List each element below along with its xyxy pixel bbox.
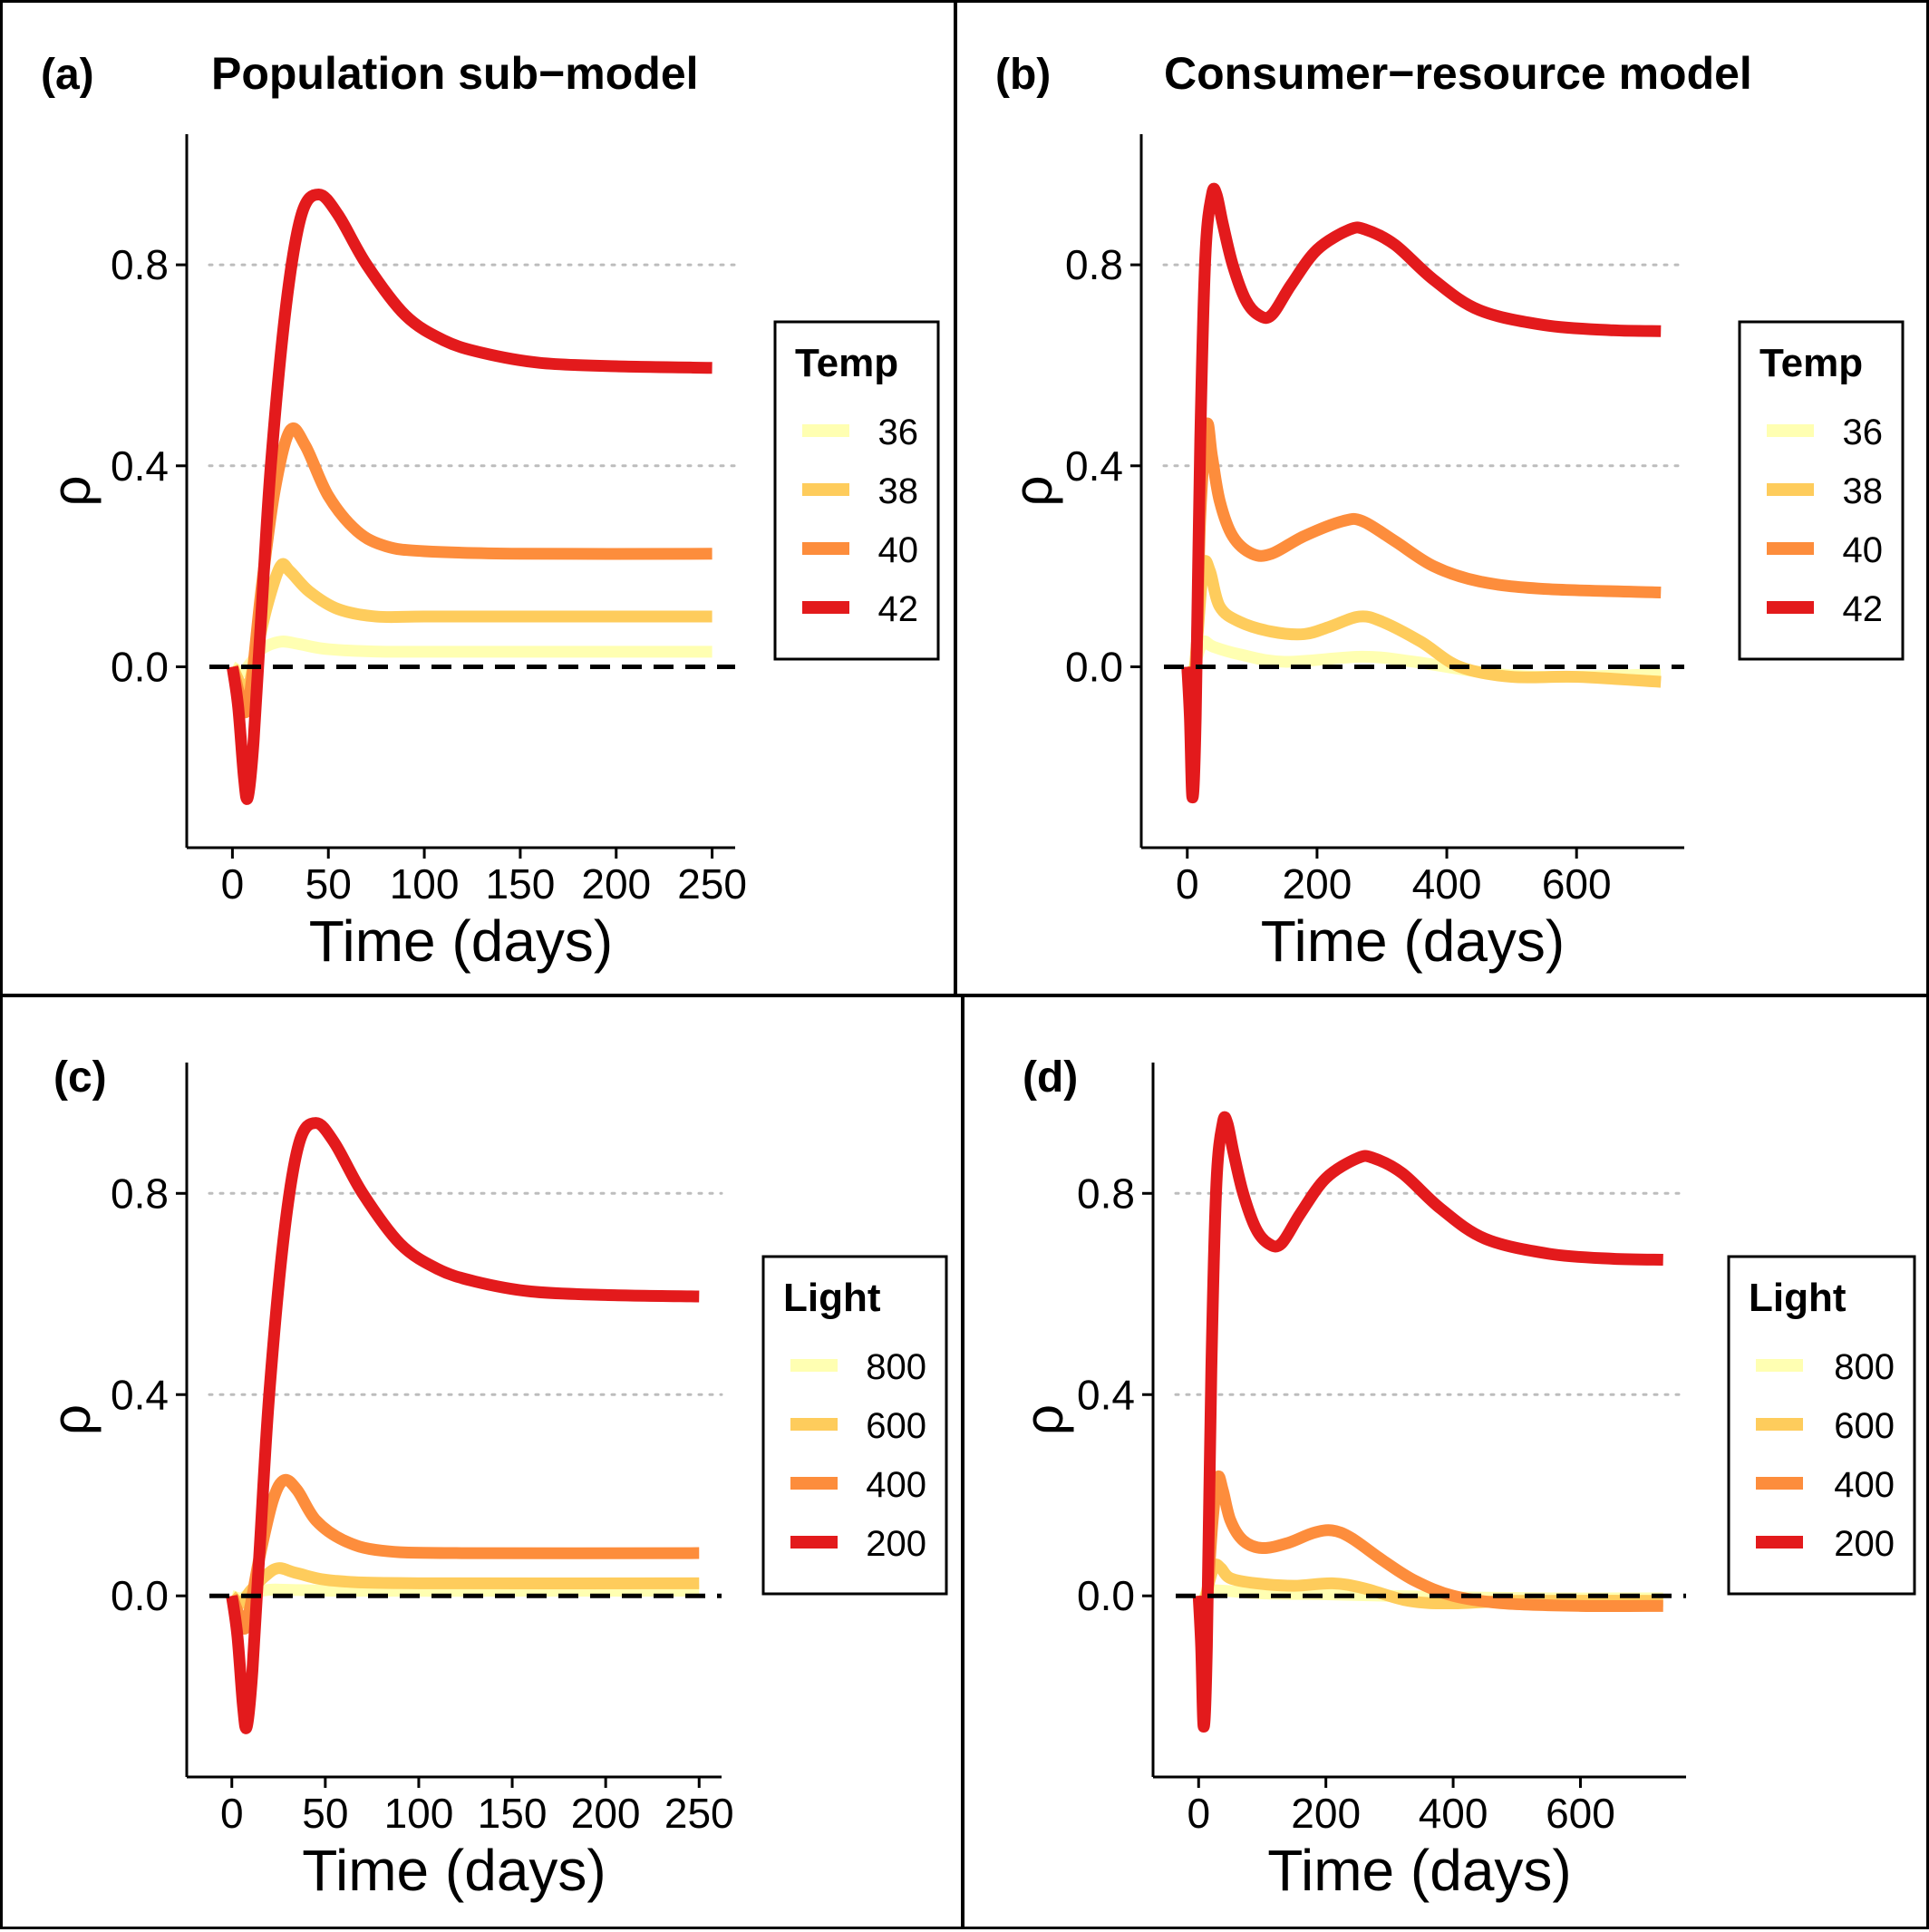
y-tick-label: 0.4 — [111, 442, 169, 490]
legend-label: 800 — [866, 1347, 926, 1387]
series-line-200 — [226, 1117, 700, 1734]
legend-label: 42 — [1843, 589, 1884, 629]
legend-title: Temp — [795, 341, 898, 385]
panel-letter: (d) — [1023, 1053, 1078, 1102]
x-tick-label: 50 — [305, 860, 352, 908]
x-tick-label: 150 — [486, 860, 556, 908]
legend-label: 42 — [878, 589, 919, 629]
legend-label: 40 — [1843, 530, 1884, 570]
y-tick-label: 0.0 — [1077, 1572, 1135, 1619]
chart-svg: (c) 0.0 0.4 0.8 0 50 100 150 200 250 Time (days) ρ L… — [41, 1053, 948, 1903]
chart-panel: (c) 0.0 0.4 0.8 0 50 100 150 200 250 Time (days) ρ L… — [0, 995, 964, 1929]
series-line-38 — [227, 558, 712, 698]
legend-title: Light — [783, 1276, 881, 1320]
panel-title: Population sub−model — [211, 48, 699, 99]
x-tick-label: 200 — [581, 860, 651, 908]
x-tick-label: 50 — [302, 1790, 348, 1837]
series-line-40 — [227, 422, 712, 719]
x-tick-label: 600 — [1542, 860, 1612, 908]
legend-label: 40 — [878, 530, 919, 570]
legend-label: 600 — [866, 1406, 926, 1446]
y-axis-title: ρ — [41, 475, 102, 506]
legend-label: 200 — [1834, 1524, 1895, 1564]
y-tick-label: 0.0 — [111, 1572, 169, 1619]
x-tick-label: 200 — [571, 1790, 641, 1837]
series-line-38 — [1181, 555, 1662, 699]
series-line-200 — [1192, 1111, 1663, 1733]
chart-panel: (a) Population sub−model 0.0 0.4 0.8 0 50 100 15… — [0, 0, 956, 996]
legend-label: 600 — [1834, 1406, 1895, 1446]
x-tick-label: 250 — [664, 1790, 734, 1837]
y-axis-title: ρ — [1003, 475, 1063, 506]
x-tick-label: 200 — [1291, 1790, 1361, 1837]
y-tick-label: 0.4 — [1077, 1371, 1135, 1418]
chart-panel: (b) Consumer−resource model 0.0 0.4 0.8 0 200 4… — [955, 0, 1929, 996]
legend-label: 38 — [878, 471, 919, 511]
x-tick-label: 400 — [1412, 860, 1482, 908]
chart-svg: (b) Consumer−resource model 0.0 0.4 0.8 0 200 4… — [995, 48, 1905, 974]
x-axis-title: Time (days) — [1261, 908, 1565, 974]
x-tick-label: 100 — [384, 1790, 454, 1837]
x-tick-label: 0 — [220, 1790, 244, 1837]
panel-letter: (a) — [41, 51, 94, 99]
series-line-400 — [226, 1473, 700, 1635]
y-tick-label: 0.8 — [1077, 1170, 1135, 1217]
series-line-42 — [226, 189, 712, 805]
legend-label: 400 — [1834, 1465, 1895, 1505]
legend-title: Temp — [1759, 341, 1863, 385]
y-tick-label: 0.8 — [111, 1170, 169, 1217]
x-tick-label: 400 — [1419, 1790, 1488, 1837]
x-axis-title: Time (days) — [302, 1838, 606, 1903]
y-tick-label: 0.4 — [111, 1371, 169, 1418]
x-tick-label: 200 — [1283, 860, 1352, 908]
x-tick-label: 0 — [221, 860, 245, 908]
y-tick-label: 0.8 — [1065, 241, 1123, 288]
y-tick-label: 0.8 — [111, 241, 169, 288]
x-axis-title: Time (days) — [1267, 1838, 1571, 1903]
panel-title: Consumer−resource model — [1164, 48, 1752, 99]
legend-label: 800 — [1834, 1347, 1895, 1387]
legend-label: 36 — [1843, 413, 1884, 452]
chart-svg: (a) Population sub−model 0.0 0.4 0.8 0 50 100 15… — [41, 48, 940, 974]
panel-letter: (b) — [995, 51, 1051, 99]
series-line-400 — [1192, 1470, 1663, 1641]
legend-label: 200 — [866, 1524, 926, 1564]
series-line-42 — [1181, 182, 1662, 804]
y-axis-title: ρ — [1013, 1404, 1074, 1435]
legend-label: 36 — [878, 413, 919, 452]
x-tick-label: 600 — [1546, 1790, 1615, 1837]
x-tick-label: 250 — [677, 860, 747, 908]
x-tick-label: 0 — [1176, 860, 1199, 908]
legend-title: Light — [1749, 1276, 1847, 1320]
panel-letter: (c) — [53, 1053, 107, 1102]
legend-label: 38 — [1843, 471, 1884, 511]
x-tick-label: 150 — [478, 1790, 548, 1837]
x-tick-label: 100 — [390, 860, 460, 908]
y-tick-label: 0.4 — [1065, 442, 1123, 490]
chart-panel: (d) 0.0 0.4 0.8 0 200 400 600 Time (days) ρ Light 8… — [962, 995, 1929, 1929]
y-tick-label: 0.0 — [1065, 643, 1123, 690]
y-tick-label: 0.0 — [111, 643, 169, 690]
y-axis-title: ρ — [41, 1404, 102, 1435]
x-tick-label: 0 — [1187, 1790, 1210, 1837]
x-axis-title: Time (days) — [309, 908, 613, 974]
legend-label: 400 — [866, 1465, 926, 1505]
